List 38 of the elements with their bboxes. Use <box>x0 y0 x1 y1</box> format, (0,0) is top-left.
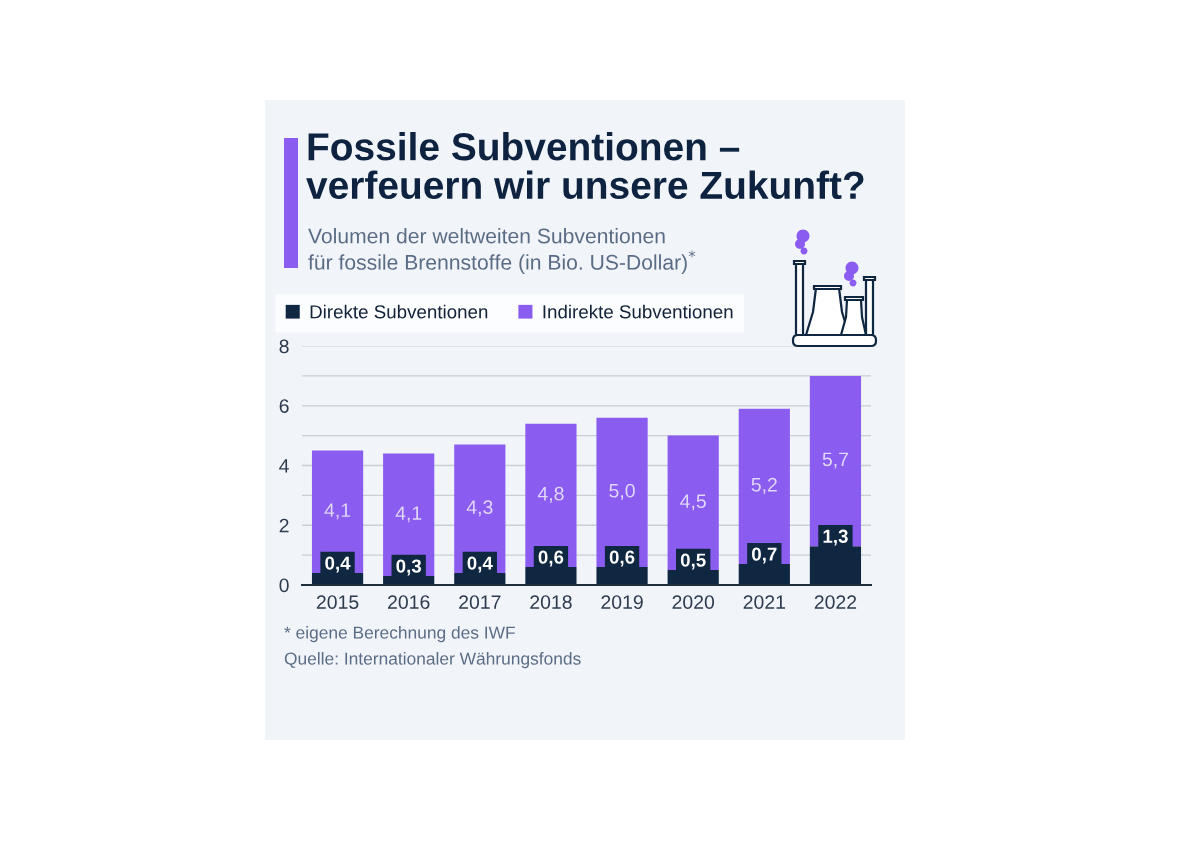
data-label: 4,5 <box>680 494 706 511</box>
data-label: 4,1 <box>395 506 422 523</box>
bar <box>525 423 577 568</box>
data-label: 0,6 <box>538 550 564 567</box>
data-label: 0,3 <box>396 559 422 576</box>
x-tick-label: 2020 <box>672 595 715 609</box>
data-label: 5,7 <box>822 452 848 469</box>
data-label: 0,5 <box>680 553 706 570</box>
bar <box>596 417 648 568</box>
bar <box>809 375 862 547</box>
source-note: Quelle: Internationaler Währungsfonds <box>284 652 581 669</box>
legend-label: Indirekte Subventionen <box>543 304 733 319</box>
y-tick-label: 2 <box>279 518 289 533</box>
data-label: 4,3 <box>466 500 493 517</box>
data-label: 0,7 <box>752 547 777 564</box>
data-label: 5,0 <box>609 483 635 500</box>
legend-label: Direkte Subventionen <box>310 304 488 319</box>
data-label: 4,1 <box>324 503 351 520</box>
y-tick-label: 6 <box>279 399 289 413</box>
y-tick-label: 8 <box>279 339 289 354</box>
text: * eigene Berechnung des IWF <box>284 626 515 643</box>
x-tick-label: 2019 <box>601 595 643 609</box>
x-tick-label: 2016 <box>388 595 430 609</box>
y-tick-label: 0 <box>279 578 289 593</box>
x-tick-label: 2021 <box>743 595 785 609</box>
y-tick-label: 4 <box>279 459 289 473</box>
x-tick-label: 2017 <box>459 595 501 609</box>
data-label: 0,4 <box>325 556 351 573</box>
x-tick-label: 2015 <box>316 595 359 609</box>
x-tick-label: 2022 <box>814 595 857 609</box>
data-label: 4,8 <box>537 486 564 503</box>
data-label: 0,6 <box>609 550 635 567</box>
x-tick-label: 2018 <box>530 595 572 609</box>
data-label: 5,2 <box>751 477 777 494</box>
data-label: 0,4 <box>467 556 493 573</box>
data-label: 1,3 <box>823 529 848 546</box>
chart-title: Fossile Subventionen – verfeuern wir unsere Zukunft? <box>306 132 864 200</box>
chart-subtitle: Volumen der weltweiten Subventionen für fossile Brennstoffe (in Bio. US-Dollar)$^{*}$ <box>308 228 696 274</box>
